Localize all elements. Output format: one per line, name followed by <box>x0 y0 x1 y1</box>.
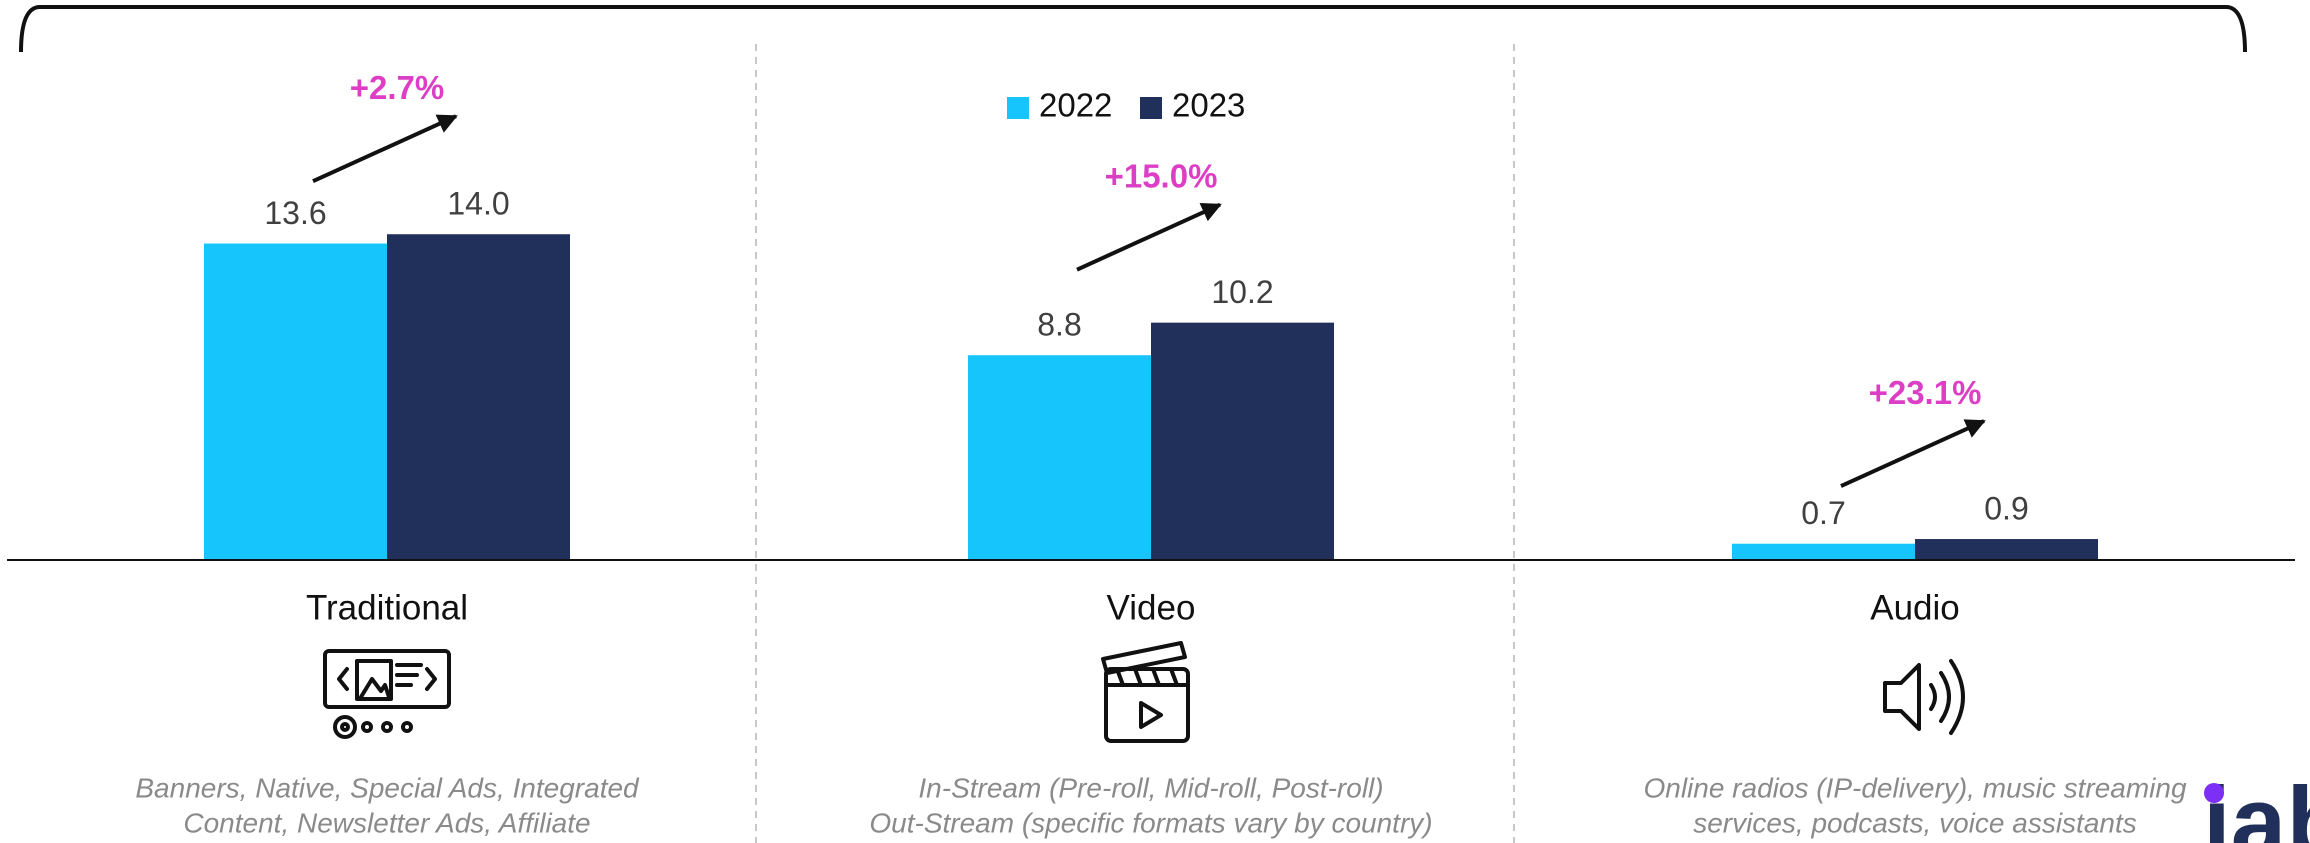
bar <box>204 243 387 560</box>
legend-label: 2022 <box>1039 87 1112 124</box>
growth-arrow <box>1076 202 1222 272</box>
description: Banners, Native, Special Ads, Integrated <box>135 772 640 803</box>
traditional-icon <box>323 649 451 739</box>
bar <box>1915 539 2098 560</box>
bar <box>1732 543 1915 560</box>
bar <box>968 355 1151 560</box>
logo: iab <box>2203 766 2310 843</box>
value-label: 14.0 <box>447 186 509 222</box>
value-label: 0.9 <box>1984 491 2028 527</box>
growth-label: +2.7% <box>350 69 445 106</box>
legend-swatch <box>1007 97 1029 119</box>
bracket <box>19 5 2247 53</box>
value-label: 10.2 <box>1211 274 1273 310</box>
value-label: 8.8 <box>1037 307 1081 343</box>
description: Online radios (IP-delivery), music strea… <box>1643 772 2186 803</box>
growth-arrow <box>1840 419 1986 488</box>
growth-label: +15.0% <box>1105 157 1218 194</box>
description: services, podcasts, voice assistants <box>1693 807 2137 838</box>
growth-arrow <box>312 114 458 184</box>
description: Content, Newsletter Ads, Affiliate <box>183 807 590 838</box>
value-label: 0.7 <box>1801 495 1845 531</box>
legend-swatch <box>1140 97 1162 119</box>
bar <box>387 234 570 560</box>
growth-label: +23.1% <box>1869 374 1982 411</box>
value-label: 13.6 <box>264 195 326 231</box>
audio-icon <box>1883 659 1965 735</box>
description: In-Stream (Pre-roll, Mid-roll, Post-roll… <box>918 772 1383 803</box>
category-label: Traditional <box>306 588 468 627</box>
video-icon <box>1101 641 1190 743</box>
category-label: Audio <box>1870 588 1960 627</box>
logo-dot <box>2204 783 2224 803</box>
bar <box>1151 322 1334 560</box>
category-label: Video <box>1107 588 1196 627</box>
legend-label: 2023 <box>1172 87 1245 124</box>
description: Out-Stream (specific formats vary by cou… <box>869 807 1432 838</box>
